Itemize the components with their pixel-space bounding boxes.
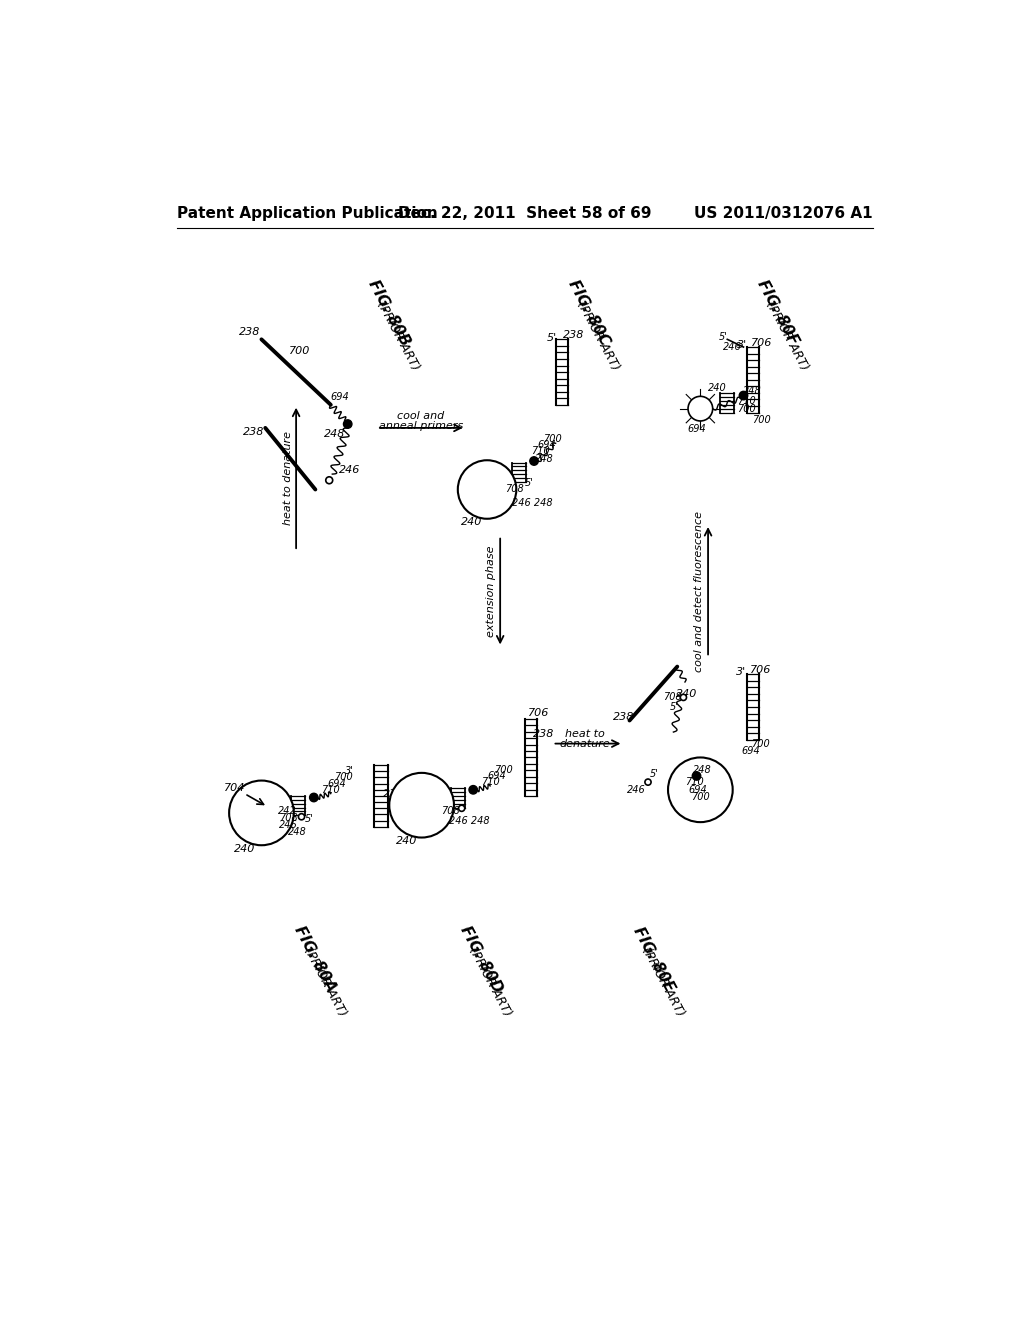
Text: (PRIOR ART): (PRIOR ART) <box>640 945 687 1019</box>
Text: 704: 704 <box>224 783 245 793</box>
Text: heat to denature: heat to denature <box>284 430 294 525</box>
Circle shape <box>469 785 477 795</box>
Text: 700: 700 <box>289 346 310 356</box>
Text: 240: 240 <box>233 843 255 854</box>
Text: 5': 5' <box>547 333 557 343</box>
Text: cool and: cool and <box>397 412 444 421</box>
Text: 3': 3' <box>736 667 746 677</box>
Text: 240: 240 <box>461 517 482 527</box>
Text: 240: 240 <box>676 689 697 698</box>
Text: 248: 248 <box>743 385 762 396</box>
Text: 246: 246 <box>627 785 646 795</box>
Text: 242: 242 <box>278 807 296 816</box>
Text: 706: 706 <box>752 338 773 348</box>
Circle shape <box>645 779 651 785</box>
Text: 694: 694 <box>687 425 706 434</box>
Circle shape <box>692 772 700 780</box>
Text: 248: 248 <box>692 764 712 775</box>
Text: (PRIOR ART): (PRIOR ART) <box>466 945 514 1019</box>
Text: (PRIOR ART): (PRIOR ART) <box>763 298 810 372</box>
Circle shape <box>389 774 454 838</box>
Circle shape <box>229 780 294 845</box>
Text: 710: 710 <box>737 396 756 407</box>
Text: 694: 694 <box>487 771 507 781</box>
Text: 706: 706 <box>750 665 771 676</box>
Text: 708: 708 <box>664 693 682 702</box>
Text: 238: 238 <box>383 789 404 800</box>
Circle shape <box>309 793 318 801</box>
Circle shape <box>688 396 713 421</box>
Circle shape <box>459 805 465 812</box>
Text: 5': 5' <box>670 702 679 711</box>
Circle shape <box>529 457 539 465</box>
Text: 238: 238 <box>243 426 264 437</box>
Text: 694: 694 <box>537 440 556 450</box>
Text: FIG. 80E: FIG. 80E <box>631 924 678 994</box>
Text: 708: 708 <box>440 807 460 816</box>
Text: 708: 708 <box>505 484 523 495</box>
Text: 238: 238 <box>240 326 260 337</box>
Text: 240: 240 <box>708 383 727 393</box>
Text: 710: 710 <box>322 785 340 795</box>
Text: 246 248: 246 248 <box>512 499 553 508</box>
Text: 5': 5' <box>649 770 658 779</box>
Text: 238: 238 <box>532 730 554 739</box>
Text: 5': 5' <box>719 333 728 342</box>
Text: 708: 708 <box>279 813 298 824</box>
Text: 240: 240 <box>395 837 417 846</box>
Text: 706: 706 <box>528 708 549 718</box>
Circle shape <box>326 477 333 483</box>
Text: FIG. 80C: FIG. 80C <box>565 277 612 347</box>
Text: Patent Application Publication: Patent Application Publication <box>177 206 437 222</box>
Text: (PRIOR ART): (PRIOR ART) <box>574 298 622 372</box>
Text: 700: 700 <box>494 764 513 775</box>
Text: 248: 248 <box>289 828 307 837</box>
Text: 700: 700 <box>737 404 756 414</box>
Text: 248: 248 <box>324 429 345 440</box>
Text: anneal primers: anneal primers <box>379 421 463 432</box>
Circle shape <box>298 813 304 820</box>
Text: 246: 246 <box>339 465 360 475</box>
Text: 710: 710 <box>481 777 501 787</box>
Text: FIG. 80A: FIG. 80A <box>292 924 339 995</box>
Text: 248: 248 <box>536 454 554 463</box>
Text: 5': 5' <box>525 478 534 488</box>
Text: 246: 246 <box>279 820 298 830</box>
Text: 3': 3' <box>737 339 746 350</box>
Text: 5': 5' <box>305 814 313 824</box>
Text: cool and detect fluorescence: cool and detect fluorescence <box>694 511 703 672</box>
Text: heat to: heat to <box>565 730 605 739</box>
Text: 238: 238 <box>612 713 634 722</box>
Text: US 2011/0312076 A1: US 2011/0312076 A1 <box>694 206 872 222</box>
Text: 700: 700 <box>334 772 352 783</box>
Text: 238: 238 <box>562 330 584 341</box>
Text: 700: 700 <box>751 739 770 748</box>
Text: FIG. 80F: FIG. 80F <box>754 277 801 347</box>
Text: 710: 710 <box>530 446 550 455</box>
Text: 694: 694 <box>688 785 707 795</box>
Text: 3': 3' <box>345 767 353 776</box>
Text: 710: 710 <box>685 777 703 787</box>
Circle shape <box>343 420 352 428</box>
Text: 700: 700 <box>753 416 771 425</box>
Text: 246: 246 <box>723 342 742 352</box>
Text: 694: 694 <box>331 392 349 403</box>
Text: denature: denature <box>559 739 610 748</box>
Text: (PRIOR ART): (PRIOR ART) <box>301 945 348 1019</box>
Text: 700: 700 <box>691 792 710 803</box>
Circle shape <box>668 758 733 822</box>
Circle shape <box>680 694 686 701</box>
Circle shape <box>458 461 516 519</box>
Text: 700: 700 <box>543 434 562 444</box>
Text: Dec. 22, 2011  Sheet 58 of 69: Dec. 22, 2011 Sheet 58 of 69 <box>398 206 651 222</box>
Circle shape <box>739 391 748 400</box>
Text: FIG. 80B: FIG. 80B <box>365 277 412 348</box>
Text: 694: 694 <box>741 746 760 756</box>
Text: 694: 694 <box>328 779 346 788</box>
Text: FIG. 80D: FIG. 80D <box>457 923 505 995</box>
Text: (PRIOR ART): (PRIOR ART) <box>374 298 422 372</box>
Text: extension phase: extension phase <box>486 545 496 636</box>
Text: 246 248: 246 248 <box>450 816 489 825</box>
